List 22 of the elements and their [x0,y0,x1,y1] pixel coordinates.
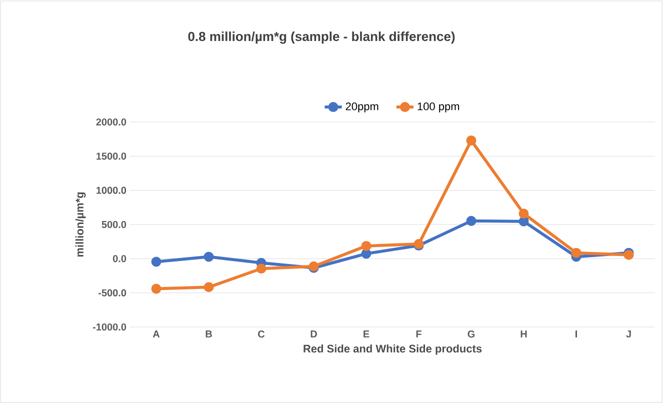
y-tick-label: 1000.0 [96,186,126,194]
x-tick-label: B [206,330,212,338]
y-tick-label: -500.0 [98,289,126,296]
x-tick-label: A [152,330,160,338]
x-tick-label: H [520,330,527,338]
x-tick-label: F [416,330,422,338]
y-axis-title: million/µm*g [75,192,86,257]
y-tick-label: 1500.0 [96,152,126,160]
y-tick-label: -1000.0 [92,323,126,331]
y-tick-label: 2000.0 [96,118,126,126]
x-tick-label: E [364,330,370,338]
x-tick-label: J [626,330,631,338]
x-tick-label: G [468,330,475,338]
legend-label: 20ppm [346,102,378,112]
chart-title: 0.8 million/µm*g (sample - blank difference) [188,32,455,44]
legend-label: 100 ppm [418,102,460,112]
x-tick-label: I [576,330,577,338]
x-tick-label: C [258,330,265,338]
x-tick-label: D [310,330,317,338]
x-axis-title: Red Side and White Side products [304,344,482,355]
y-tick-label: 0.0 [112,255,126,262]
y-tick-label: 500.0 [102,220,126,228]
